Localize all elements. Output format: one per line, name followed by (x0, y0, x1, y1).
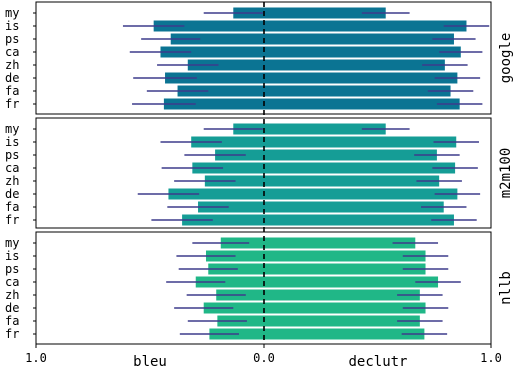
category-label: ps (5, 148, 19, 162)
category-label: fa (5, 84, 19, 98)
category-label: is (5, 135, 19, 149)
declutr-bar-m2m100-fa (264, 201, 444, 213)
group-label-m2m100: m2m100 (498, 148, 514, 199)
declutr-bar-google-zh (264, 59, 445, 71)
declutr-bar-google-is (264, 20, 467, 32)
declutr-bar-nllb-fr (264, 328, 425, 340)
declutr-bar-google-de (264, 72, 458, 84)
x-axis-label-bleu: bleu (133, 354, 167, 370)
bleu-bar-m2m100-fr (182, 214, 264, 226)
declutr-bar-nllb-fa (264, 315, 420, 327)
declutr-bar-nllb-my (264, 237, 416, 249)
group-label-google: google (498, 33, 514, 84)
bleu-bar-google-fr (163, 98, 264, 110)
category-label: de (5, 187, 19, 201)
x-tick-label: 1.0 (25, 351, 47, 365)
declutr-bar-google-my (264, 7, 386, 19)
declutr-bar-m2m100-ps (264, 149, 437, 161)
declutr-bar-m2m100-zh (264, 175, 440, 187)
category-label: ca (5, 45, 19, 59)
category-label: fa (5, 200, 19, 214)
declutr-bar-google-fr (264, 98, 460, 110)
bleu-bar-google-zh (187, 59, 264, 71)
declutr-bar-m2m100-fr (264, 214, 454, 226)
bleu-bar-google-de (165, 72, 264, 84)
category-label: is (5, 249, 19, 263)
bleu-bar-google-ca (160, 46, 264, 58)
category-label: is (5, 19, 19, 33)
x-tick-label: 1.0 (480, 351, 502, 365)
declutr-bar-google-ps (264, 33, 454, 45)
x-axis: 1.0 0.0 1.0 bleu declutr (25, 344, 502, 370)
category-label: ca (5, 161, 19, 175)
declutr-bar-m2m100-my (264, 123, 386, 135)
declutr-bar-nllb-is (264, 250, 426, 262)
category-label: my (5, 6, 19, 20)
category-label: zh (5, 58, 19, 72)
declutr-bar-nllb-zh (264, 289, 420, 301)
x-axis-label-declutr: declutr (348, 354, 407, 370)
category-label: my (5, 236, 19, 250)
declutr-bar-google-fa (264, 85, 451, 97)
category-label: zh (5, 288, 19, 302)
declutr-bar-m2m100-de (264, 188, 458, 200)
declutr-bar-m2m100-ca (264, 162, 456, 174)
category-label: ps (5, 262, 19, 276)
group-label-nllb: nllb (498, 271, 514, 305)
bleu-bar-m2m100-fa (198, 201, 264, 213)
bleu-bar-google-is (153, 20, 264, 32)
category-label: de (5, 301, 19, 315)
category-label: de (5, 71, 19, 85)
x-tick-label: 0.0 (253, 351, 275, 365)
bleu-bar-m2m100-is (191, 136, 264, 148)
category-label: fr (5, 97, 19, 111)
category-label: fa (5, 314, 19, 328)
category-label: zh (5, 174, 19, 188)
bleu-bar-google-fa (177, 85, 264, 97)
category-label: ps (5, 32, 19, 46)
category-label: fr (5, 213, 19, 227)
declutr-bar-m2m100-is (264, 136, 457, 148)
chart-groups: myispscazhdefafrmyispscazhdefafrmyispsca… (5, 6, 490, 341)
declutr-bar-nllb-de (264, 302, 426, 314)
category-label: fr (5, 327, 19, 341)
bleu-bar-m2m100-de (168, 188, 264, 200)
category-label: ca (5, 275, 19, 289)
bleu-bar-nllb-ca (195, 276, 264, 288)
declutr-bar-google-ca (264, 46, 461, 58)
bleu-bar-m2m100-ca (192, 162, 264, 174)
declutr-bar-nllb-ps (264, 263, 426, 275)
category-label: my (5, 122, 19, 136)
bleu-bar-nllb-de (203, 302, 264, 314)
declutr-bar-nllb-ca (264, 276, 439, 288)
bleu-bar-google-ps (170, 33, 264, 45)
